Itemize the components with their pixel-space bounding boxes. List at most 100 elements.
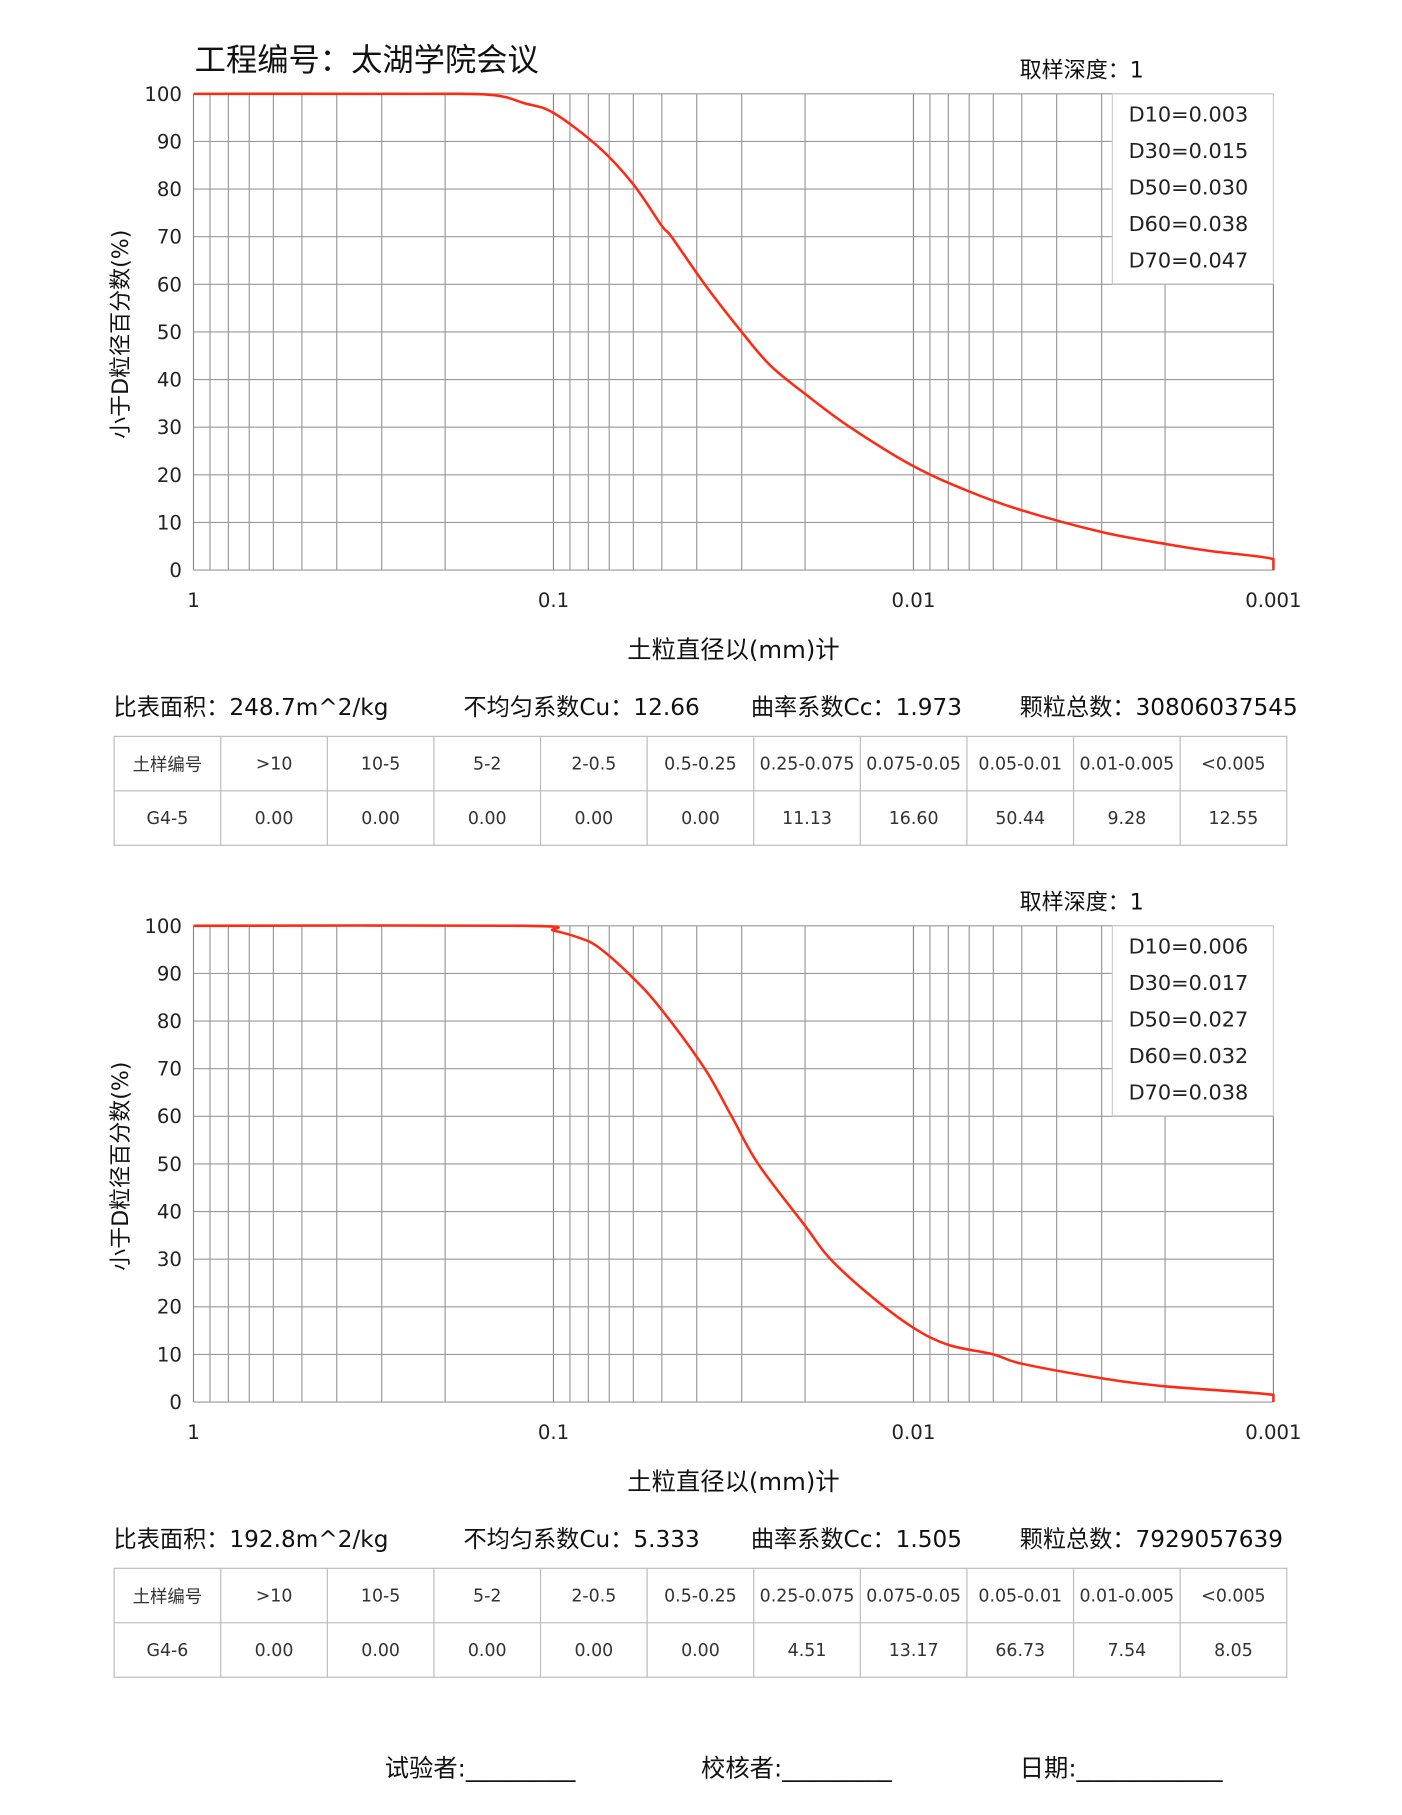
y-tick-label: 40: [157, 369, 182, 392]
y-tick-label: 100: [144, 915, 182, 938]
x-axis-label: 土粒直径以(mm)计: [627, 636, 840, 664]
table-cell: 0.00: [646, 790, 755, 846]
table-header-row: 土样编号 >10 10-5 5-2 2-0.5 0.5-0.25 0.25-0.075 0.0…: [113, 1567, 1288, 1624]
table-header-cell: <0.005: [1179, 735, 1288, 792]
legend-entry: D30=0.017: [1129, 971, 1249, 995]
stat-cu: 不均匀系数Cu：5.333: [463, 1524, 700, 1553]
table-row: G4-6 0.00 0.00 0.00 0.00 0.00 4.51 13.17 66.73 7.…: [113, 1622, 1288, 1678]
y-axis-label: 小于D粒径百分数(%): [108, 1061, 134, 1271]
y-tick-label: 90: [157, 130, 182, 153]
tester-field: 试验者:_________: [384, 1754, 576, 1783]
table-cell: G4-5: [113, 790, 222, 846]
stat-count: 颗粒总数：7929057639: [1019, 1524, 1283, 1553]
project-title: 工程编号：太湖学院会议: [194, 42, 539, 79]
legend-entry: D70=0.047: [1129, 249, 1249, 273]
sampling-depth: 取样深度：1: [1019, 889, 1144, 916]
x-tick-label: 1: [187, 589, 200, 612]
stat-count: 颗粒总数：30806037545: [1019, 692, 1298, 721]
table-cell: 0.00: [539, 1622, 648, 1678]
checker-field: 校核者:_________: [701, 1754, 892, 1783]
y-tick-label: 60: [157, 1105, 182, 1128]
table-cell: 0.00: [646, 1622, 755, 1678]
y-tick-label: 100: [144, 83, 182, 106]
x-axis-label: 土粒直径以(mm)计: [627, 1468, 840, 1496]
x-tick-label: 0.001: [1245, 1421, 1301, 1444]
stat-cc: 曲率系数Cc：1.973: [750, 692, 962, 721]
table-cell: 0.00: [220, 1622, 328, 1678]
table-header-cell: 10-5: [326, 735, 435, 792]
y-tick-label: 10: [157, 511, 182, 534]
table-cell: 16.60: [859, 790, 968, 846]
table-cell: 0.00: [220, 790, 328, 846]
table-header-cell: 10-5: [326, 1567, 435, 1624]
y-tick-label: 60: [157, 273, 182, 296]
y-tick-label: 70: [157, 1058, 182, 1081]
y-tick-label: 50: [157, 321, 182, 344]
table-header-cell: 0.25-0.075: [753, 735, 861, 792]
y-tick-label: 30: [157, 1248, 182, 1271]
table-cell: 9.28: [1072, 790, 1181, 846]
table-header-cell: 0.05-0.01: [966, 1567, 1075, 1624]
y-tick-label: 50: [157, 1153, 182, 1176]
table-cell: 8.05: [1179, 1622, 1288, 1678]
legend-box: [1111, 925, 1274, 1117]
y-tick-label: 20: [157, 464, 182, 487]
table-cell: 12.55: [1179, 790, 1288, 846]
table-cell: 66.73: [966, 1622, 1075, 1678]
legend-entry: D60=0.032: [1129, 1044, 1249, 1068]
y-tick-label: 20: [157, 1296, 182, 1319]
y-tick-label: 0: [169, 559, 182, 582]
gradation-curve: [193, 92, 1275, 571]
x-tick-label: 0.01: [892, 1421, 936, 1444]
table-cell: 0.00: [326, 790, 435, 846]
x-tick-label: 0.1: [538, 589, 569, 612]
table-cell: 0.00: [326, 1622, 435, 1678]
x-tick-label: 0.01: [892, 589, 936, 612]
table-cell: 0.00: [433, 1622, 542, 1678]
table-cell: G4-6: [113, 1622, 222, 1678]
y-tick-label: 70: [157, 226, 182, 249]
x-tick-label: 0.1: [538, 1421, 569, 1444]
table-header-cell: 0.05-0.01: [966, 735, 1075, 792]
legend-entry: D30=0.015: [1129, 139, 1249, 163]
y-tick-label: 40: [157, 1200, 182, 1223]
table-header-cell: 5-2: [433, 1567, 542, 1624]
table-cell: 0.00: [433, 790, 542, 846]
y-tick-label: 80: [157, 178, 182, 201]
legend-box: [1111, 93, 1274, 285]
table-cell: 50.44: [966, 790, 1075, 846]
table-header-cell: 土样编号: [113, 735, 222, 792]
x-tick-label: 1: [187, 1421, 200, 1444]
legend-entry: D10=0.003: [1129, 103, 1249, 127]
table-header-cell: >10: [220, 735, 328, 792]
table-header-cell: 土样编号: [113, 1567, 222, 1624]
y-axis-label: 小于D粒径百分数(%): [108, 229, 134, 439]
y-tick-label: 0: [169, 1391, 182, 1414]
table-header-cell: 2-0.5: [539, 735, 648, 792]
legend-entry: D60=0.038: [1129, 212, 1249, 236]
table-cell: 4.51: [753, 1622, 861, 1678]
y-tick-label: 90: [157, 962, 182, 985]
table-header-cell: 0.25-0.075: [753, 1567, 861, 1624]
x-tick-label: 0.001: [1245, 589, 1301, 612]
table-header-cell: 0.01-0.005: [1072, 1567, 1181, 1624]
date-field: 日期:____________: [1019, 1754, 1223, 1783]
gradation-table: 土样编号 >10 10-5 5-2 2-0.5 0.5-0.25 0.25-0.075 0.0…: [113, 735, 1288, 846]
gradation-curve: [193, 924, 1275, 1403]
stat-area: 比表面积：248.7m^2/kg: [113, 692, 389, 721]
table-row: G4-5 0.00 0.00 0.00 0.00 0.00 11.13 16.60 50.44 9…: [113, 790, 1288, 846]
table-header-cell: 0.5-0.25: [646, 1567, 755, 1624]
table-header-cell: 0.01-0.005: [1072, 735, 1181, 792]
table-header-cell: 2-0.5: [539, 1567, 648, 1624]
stat-cu: 不均匀系数Cu：12.66: [463, 692, 700, 721]
table-header-cell: 0.5-0.25: [646, 735, 755, 792]
table-header-cell: 5-2: [433, 735, 542, 792]
gradation-table: 土样编号 >10 10-5 5-2 2-0.5 0.5-0.25 0.25-0.075 0.0…: [113, 1567, 1288, 1678]
legend-entry: D70=0.038: [1129, 1081, 1249, 1105]
y-tick-label: 80: [157, 1010, 182, 1033]
table-header-cell: 0.075-0.05: [859, 735, 968, 792]
legend-entry: D10=0.006: [1129, 935, 1249, 959]
stat-cc: 曲率系数Cc：1.505: [750, 1524, 962, 1553]
stat-area: 比表面积：192.8m^2/kg: [113, 1524, 389, 1553]
table-cell: 13.17: [859, 1622, 968, 1678]
